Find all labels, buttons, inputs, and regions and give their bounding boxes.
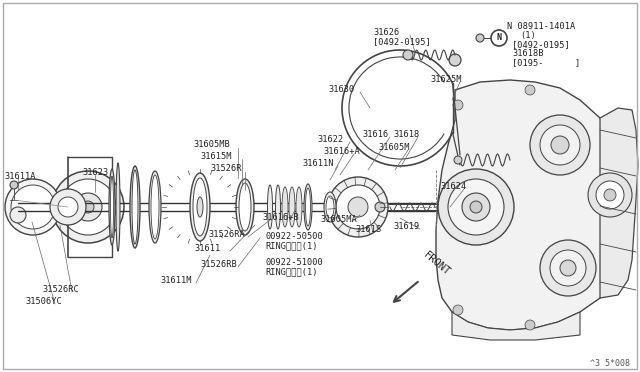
Ellipse shape [326,196,334,218]
Text: [0492-0195]: [0492-0195] [373,37,431,46]
Circle shape [540,240,596,296]
Text: 31615M: 31615M [200,152,232,161]
Circle shape [403,50,413,60]
Text: 31526R: 31526R [210,164,241,173]
Circle shape [336,185,380,229]
Text: 31605MB: 31605MB [193,140,230,149]
Text: 31605M: 31605M [378,143,410,152]
Circle shape [82,201,94,213]
Circle shape [551,136,569,154]
Circle shape [454,156,462,164]
Circle shape [52,171,124,243]
Text: 31611N: 31611N [302,159,333,168]
Ellipse shape [116,163,120,251]
Text: 31616+B: 31616+B [262,213,299,222]
Text: 31618B: 31618B [512,49,543,58]
Circle shape [540,125,580,165]
Circle shape [525,320,535,330]
Ellipse shape [324,192,336,222]
Circle shape [476,34,484,42]
Ellipse shape [109,169,115,245]
Text: 31526RC: 31526RC [42,285,79,294]
Text: 31626: 31626 [373,28,399,37]
Circle shape [60,179,116,235]
Text: N 08911-1401A: N 08911-1401A [507,22,575,31]
Text: 31618: 31618 [393,130,419,139]
Text: 31616+A: 31616+A [323,147,360,156]
Ellipse shape [190,173,210,241]
Circle shape [596,181,624,209]
Text: 31526RB: 31526RB [200,260,237,269]
Text: 31625M: 31625M [430,75,461,84]
Text: 31623: 31623 [82,168,108,177]
Ellipse shape [149,171,161,243]
Circle shape [328,177,388,237]
Text: 31605MA: 31605MA [320,215,356,224]
Circle shape [438,169,514,245]
Circle shape [453,100,463,110]
Ellipse shape [239,183,251,231]
Polygon shape [600,108,638,298]
Text: 31611A: 31611A [4,172,35,181]
Circle shape [560,260,576,276]
Text: [0492-0195]: [0492-0195] [512,40,570,49]
Polygon shape [452,312,580,340]
Circle shape [588,173,632,217]
Circle shape [375,202,385,212]
Circle shape [348,197,368,217]
Circle shape [550,250,586,286]
Ellipse shape [151,175,159,239]
Circle shape [10,207,26,223]
Circle shape [462,193,490,221]
Text: 31611: 31611 [194,244,220,253]
Circle shape [449,54,461,66]
Circle shape [74,193,102,221]
Text: 31619: 31619 [393,222,419,231]
Text: 31506YC: 31506YC [25,297,61,306]
Text: [0195-      ]: [0195- ] [512,58,580,67]
Text: 00922-51000: 00922-51000 [265,258,323,267]
Circle shape [5,179,61,235]
Text: 00922-50500: 00922-50500 [265,232,323,241]
Text: RINGリング(1): RINGリング(1) [265,241,317,250]
Circle shape [10,181,18,189]
Circle shape [58,197,78,217]
Text: (1): (1) [520,31,536,40]
Circle shape [530,115,590,175]
Circle shape [448,179,504,235]
Ellipse shape [130,166,140,248]
Ellipse shape [305,188,310,226]
Ellipse shape [268,185,273,229]
Circle shape [453,305,463,315]
Ellipse shape [193,178,207,236]
Text: FRONT: FRONT [422,250,452,278]
Ellipse shape [111,176,113,238]
Circle shape [470,201,482,213]
Text: 31526RA: 31526RA [208,230,244,239]
Text: 31616: 31616 [362,130,388,139]
Text: RINGリング(1): RINGリング(1) [265,267,317,276]
Text: 31622: 31622 [317,135,343,144]
Circle shape [525,85,535,95]
Ellipse shape [289,187,295,227]
Circle shape [50,189,86,225]
Ellipse shape [236,179,254,235]
Ellipse shape [282,187,288,227]
Circle shape [491,30,507,46]
Circle shape [11,185,55,229]
Ellipse shape [296,187,302,227]
Text: ^3 5*008: ^3 5*008 [590,359,630,368]
Ellipse shape [132,170,138,244]
Text: 31630: 31630 [328,85,355,94]
Ellipse shape [197,197,203,217]
Circle shape [604,189,616,201]
Ellipse shape [304,184,312,230]
Text: 31611M: 31611M [160,276,191,285]
Text: 3161S: 3161S [355,225,381,234]
Polygon shape [436,80,632,330]
Text: 31624: 31624 [440,182,467,191]
Text: N: N [497,33,502,42]
Ellipse shape [275,185,280,229]
